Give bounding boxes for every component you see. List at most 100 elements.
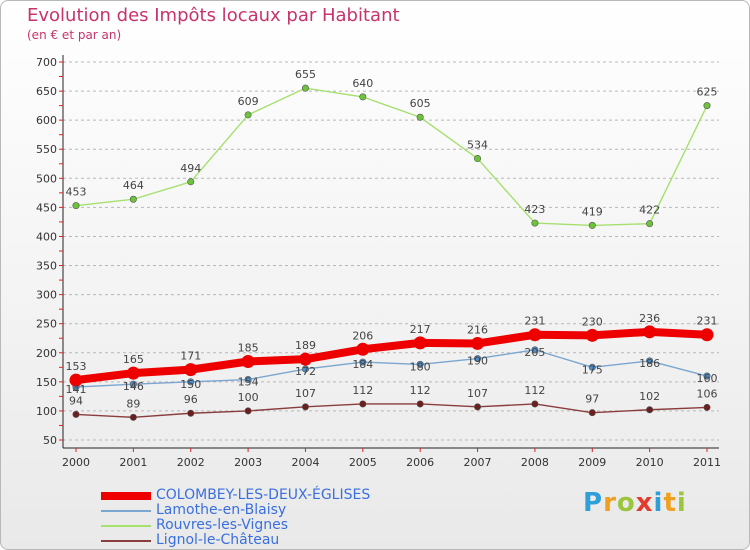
data-label: 231: [697, 315, 718, 328]
data-label: 180: [410, 360, 431, 373]
data-point: [588, 409, 596, 417]
proxiti-logo: Proxiti: [583, 488, 687, 518]
series-line-0: [72, 327, 711, 385]
chart-subtitle: (en € et par an): [27, 28, 122, 42]
data-point: [474, 403, 482, 411]
data-point: [643, 325, 657, 339]
series-line-2: [75, 87, 708, 227]
data-point: [187, 178, 195, 186]
data-point: [588, 221, 596, 229]
data-point: [585, 328, 599, 342]
logo-letter: r: [603, 488, 617, 518]
data-label: 112: [410, 384, 431, 397]
data-label: 419: [582, 205, 603, 218]
data-label: 216: [467, 323, 488, 336]
y-tick-label: 300: [36, 289, 57, 302]
logo-letter: P: [583, 488, 604, 518]
data-label: 640: [352, 77, 373, 90]
data-label: 186: [639, 357, 660, 370]
data-point: [588, 363, 596, 371]
data-label: 534: [467, 139, 488, 152]
data-label: 185: [238, 341, 259, 354]
data-label: 175: [582, 363, 603, 376]
x-tick-label: 2008: [521, 456, 549, 469]
x-tick-label: 2001: [119, 456, 147, 469]
data-label: 154: [238, 376, 259, 389]
data-point: [244, 111, 252, 119]
data-point: [244, 407, 252, 415]
data-label: 150: [180, 378, 201, 391]
data-label: 171: [180, 350, 201, 363]
data-label: 106: [697, 387, 718, 400]
data-point: [356, 342, 370, 356]
data-label: 165: [123, 353, 144, 366]
data-label: 423: [524, 203, 545, 216]
series-line-3: [75, 403, 708, 419]
data-point: [241, 354, 255, 368]
legend-label-lignol: Lignol-le-Château: [156, 532, 280, 548]
data-label: 172: [295, 365, 316, 378]
data-point: [700, 328, 714, 342]
data-point: [129, 380, 137, 388]
legend-label-lamothe: Lamothe-en-Blaisy: [156, 502, 287, 518]
data-label: 609: [238, 95, 259, 108]
data-label: 89: [126, 397, 140, 410]
data-point: [244, 376, 252, 384]
y-tick-label: 350: [36, 260, 57, 273]
y-tick-label: 450: [36, 201, 57, 214]
legend-label-rouvres: Rouvres-les-Vignes: [156, 517, 289, 533]
logo-letter: i: [676, 488, 687, 518]
data-label: 100: [238, 391, 259, 404]
legend-label-colombey: COLOMBEY-LES-DEUX-ÉGLISES: [156, 487, 371, 503]
data-label: 655: [295, 68, 316, 81]
data-point: [531, 346, 539, 354]
data-point: [126, 366, 140, 380]
data-label: 464: [123, 179, 144, 192]
data-point: [129, 195, 137, 203]
data-point: [72, 202, 80, 210]
data-point: [298, 352, 312, 366]
data-point: [646, 357, 654, 365]
x-tick-label: 2004: [291, 456, 319, 469]
data-point: [471, 336, 485, 350]
data-point: [69, 373, 83, 387]
data-label: 453: [66, 186, 87, 199]
data-label: 205: [524, 346, 545, 359]
legend-swatch-lignol: [101, 540, 151, 542]
data-label: 494: [180, 162, 201, 175]
y-tick-label: 500: [36, 172, 57, 185]
data-point: [531, 219, 539, 227]
data-point: [703, 372, 711, 380]
data-point: [416, 113, 424, 121]
data-point: [703, 403, 711, 411]
x-tick-label: 2003: [234, 456, 262, 469]
data-point: [416, 400, 424, 408]
data-label: 230: [582, 315, 603, 328]
data-point: [187, 378, 195, 386]
legend-swatch-colombey: [101, 492, 151, 500]
data-label: 217: [410, 323, 431, 336]
data-label: 236: [639, 312, 660, 325]
y-tick-label: 50: [43, 434, 57, 447]
data-point: [474, 355, 482, 363]
logo-letter: o: [616, 488, 636, 518]
data-point: [301, 84, 309, 92]
data-point: [301, 365, 309, 373]
data-point: [187, 409, 195, 417]
data-label: 141: [66, 383, 87, 396]
series-line-1: [75, 349, 708, 388]
y-tick-label: 100: [36, 405, 57, 418]
logo-letter: t: [663, 488, 677, 518]
data-label: 112: [352, 384, 373, 397]
data-label: 190: [467, 355, 488, 368]
legend-swatch-rouvres: [101, 525, 151, 527]
y-tick-label: 600: [36, 114, 57, 127]
data-point: [359, 358, 367, 366]
data-label: 605: [410, 97, 431, 110]
x-tick-label: 2000: [62, 456, 90, 469]
data-point: [416, 360, 424, 368]
x-tick-label: 2002: [177, 456, 205, 469]
data-label: 146: [123, 380, 144, 393]
